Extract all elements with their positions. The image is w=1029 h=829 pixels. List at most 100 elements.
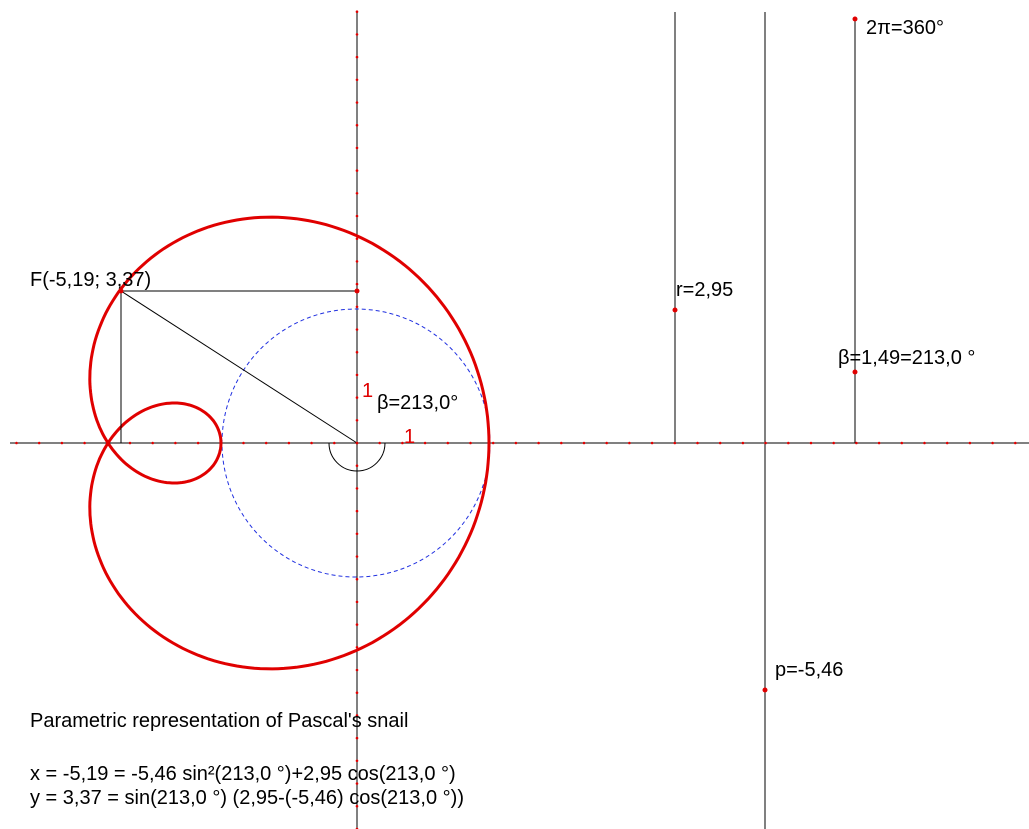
axis-tick [264, 441, 268, 445]
axis-tick [355, 555, 359, 558]
axis-tick [991, 441, 994, 445]
point [762, 687, 768, 693]
axis-tick [491, 441, 495, 445]
axis-tick [355, 646, 359, 649]
axis-tick [355, 396, 359, 399]
axis-tick [355, 419, 359, 422]
axis-tick [219, 441, 223, 445]
axis-tick [355, 600, 359, 604]
axis-tick [355, 214, 359, 218]
axis-tick [106, 441, 109, 445]
axis-tick [242, 441, 245, 445]
axis-tick [287, 441, 291, 445]
point [672, 307, 678, 313]
slider-label: r=2,95 [676, 279, 733, 301]
axis-tick [446, 441, 450, 445]
axis-tick [355, 328, 359, 331]
point-label: F(-5,19; 3,37) [30, 269, 151, 291]
axis-tick [1014, 441, 1017, 445]
axis-tick [355, 373, 359, 377]
axis-tick [423, 441, 427, 445]
radius-line [120, 290, 358, 444]
point [118, 288, 124, 294]
axis-tick [355, 441, 359, 445]
axis-tick [355, 668, 359, 672]
axis-tick [673, 441, 677, 445]
axis-tick [923, 441, 926, 445]
axis-tick [514, 441, 518, 445]
axis-tick [355, 804, 359, 808]
slider-label: β=1,49=213,0 ° [838, 347, 975, 369]
axis-tick [355, 487, 359, 490]
axis-tick [355, 33, 359, 36]
axis-tick [900, 441, 904, 445]
angle-label: β=213,0° [377, 392, 458, 414]
title: Parametric representation of Pascal's sn… [30, 710, 408, 732]
axis-tick [333, 441, 336, 445]
axis-tick [355, 464, 359, 468]
axis-tick [560, 441, 563, 445]
axis-tick [355, 714, 359, 717]
axis-tick [355, 350, 359, 354]
axis-tick [355, 10, 359, 13]
axis-tick [582, 441, 586, 445]
axis-tick [832, 441, 835, 445]
axis-tick [401, 441, 404, 445]
axis-tick [378, 441, 382, 445]
axis-tick [809, 441, 813, 445]
equation: x = -5,19 = -5,46 sin²(213,0 °)+2,95 cos… [30, 763, 456, 785]
axis-tick [605, 441, 608, 445]
axis-tick [355, 305, 359, 309]
axis-tick [355, 169, 359, 172]
axis-tick [741, 441, 745, 445]
axis-tick [355, 237, 359, 240]
slider-label: p=-5,46 [775, 659, 843, 681]
axis-tick [355, 55, 359, 59]
axis-tick [83, 441, 86, 445]
axis-tick [310, 441, 313, 445]
axis-tick [355, 78, 359, 82]
axes [10, 12, 1029, 829]
axis-tick [628, 441, 631, 445]
point [852, 16, 858, 22]
axis-tick [355, 260, 359, 263]
axis-tick [355, 532, 359, 536]
point [354, 288, 360, 294]
axis-tick [355, 623, 359, 626]
axis-tick [764, 441, 767, 445]
axis-tick [968, 441, 972, 445]
axis-tick [355, 123, 359, 127]
axis-tick [355, 691, 359, 694]
axis-tick [60, 441, 64, 445]
axis-tick [37, 441, 41, 445]
axis-tick [355, 509, 359, 513]
axis-tick [355, 282, 359, 286]
axis-tick [650, 441, 654, 445]
slider-label: 2π=360° [866, 17, 944, 39]
axis-tick [537, 441, 540, 445]
axis-tick [355, 101, 359, 104]
axis-tick [945, 441, 949, 445]
axis-tick [355, 736, 359, 740]
axis-tick [718, 441, 722, 445]
axis-tick [855, 441, 858, 445]
axis-tick [355, 577, 359, 581]
angle-arc [328, 442, 386, 472]
axis-tick [151, 441, 154, 445]
axis-tick [128, 441, 132, 445]
equation: y = 3,37 = sin(213,0 °) (2,95-(-5,46) co… [30, 787, 464, 809]
axis-tick [355, 146, 359, 150]
axis-tick [469, 441, 472, 445]
axis-tick [15, 441, 18, 445]
axis-tick [355, 782, 359, 785]
unit-label: 1 [362, 380, 373, 402]
axis-tick [877, 441, 881, 445]
axis-tick [196, 441, 200, 445]
axis-tick [787, 441, 790, 445]
unit-label: 1 [404, 426, 415, 448]
axis-tick [174, 441, 177, 445]
points [15, 10, 1017, 829]
axis-tick [355, 192, 359, 195]
axis-tick [696, 441, 699, 445]
